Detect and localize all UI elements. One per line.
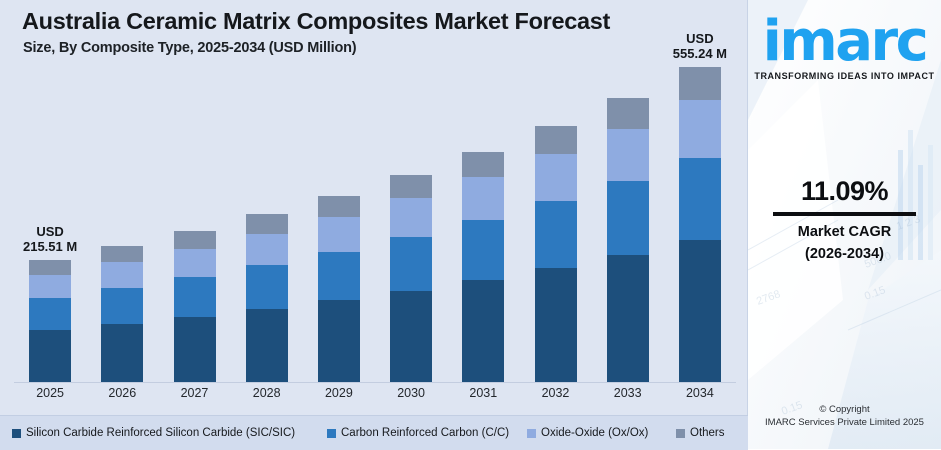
value-label-line-1: USD xyxy=(36,223,64,239)
bar-segment xyxy=(462,151,505,178)
bar-2025[interactable] xyxy=(29,259,72,382)
bar-segment xyxy=(173,277,216,317)
bar-2032[interactable] xyxy=(534,126,577,382)
legend-swatch-icon xyxy=(676,428,685,438)
cagr-divider xyxy=(773,212,916,216)
bar-segment xyxy=(534,126,577,155)
legend-label: Oxide-Oxide (Ox/Ox) xyxy=(541,427,649,439)
bar-segment xyxy=(678,239,721,382)
bar-segment xyxy=(173,248,216,278)
bar-value-label-2025: USD 215.51 M xyxy=(23,224,77,254)
svg-text:2768: 2768 xyxy=(755,288,782,308)
legend-item-2[interactable]: Oxide-Oxide (Ox/Ox) xyxy=(527,427,648,439)
chart-panel: Australia Ceramic Matrix Composites Mark… xyxy=(0,0,748,450)
bar-segment xyxy=(101,288,144,324)
bar-2029[interactable] xyxy=(317,195,360,382)
legend-swatch-icon xyxy=(327,428,336,438)
x-tick-2027: 2027 xyxy=(180,386,209,400)
bar-segment xyxy=(462,279,505,382)
copyright-notice: © Copyright IMARC Services Private Limit… xyxy=(748,403,941,429)
x-tick-2026: 2026 xyxy=(108,386,137,400)
bar-segment xyxy=(101,323,144,382)
bar-segment xyxy=(606,254,649,382)
value-label-line-1: USD xyxy=(686,30,714,46)
bar-segment xyxy=(245,233,288,266)
legend-label: Silicon Carbide Reinforced Silicon Carbi… xyxy=(26,427,296,439)
cagr-value: 11.09% xyxy=(800,176,889,206)
cagr-period: (2026-2034) xyxy=(805,246,884,262)
bar-segment xyxy=(101,262,144,289)
copyright-line-2: IMARC Services Private Limited 2025 xyxy=(765,417,924,428)
plot-area: USD 215.51 M USD 555.24 M xyxy=(14,31,736,383)
bar-segment xyxy=(29,259,72,275)
legend-item-1[interactable]: Carbon Reinforced Carbon (C/C) xyxy=(327,427,509,439)
value-label-line-2: 555.24 M xyxy=(672,45,727,61)
x-tick-2025: 2025 xyxy=(36,386,64,400)
bar-segment xyxy=(390,290,433,382)
bar-segment xyxy=(534,267,577,382)
bar-segment xyxy=(317,251,360,301)
bar-segment xyxy=(245,265,288,309)
chart-subtitle: Size, By Composite Type, 2025-2034 (USD … xyxy=(23,40,357,56)
bar-value-label-2034: USD 555.24 M xyxy=(673,31,727,61)
x-tick-2029: 2029 xyxy=(324,386,353,400)
bar-segment xyxy=(390,174,433,199)
bar-segment xyxy=(678,157,721,240)
bar-segment xyxy=(462,177,505,221)
bar-2026[interactable] xyxy=(101,246,144,382)
bar-segment xyxy=(101,246,144,263)
bar-segment xyxy=(390,198,433,237)
x-axis: 2025 2026 2027 2028 2029 2030 2031 2032 2033 2034 xyxy=(14,386,736,406)
legend-label: Carbon Reinforced Carbon (C/C) xyxy=(341,427,510,439)
chart-legend: Silicon Carbide Reinforced Silicon Carbi… xyxy=(0,415,748,450)
cagr-label: Market CAGR xyxy=(797,224,892,240)
legend-swatch-icon xyxy=(12,428,21,438)
bar-segment xyxy=(173,316,216,382)
bar-segment xyxy=(245,308,288,382)
logo-tagline: TRANSFORMING IDEAS INTO IMPACT xyxy=(754,71,935,81)
logo-wordmark: imarc xyxy=(762,9,929,74)
bar-segment xyxy=(606,128,649,181)
bar-segment xyxy=(678,66,721,101)
bar-segment xyxy=(606,180,649,255)
legend-swatch-icon xyxy=(527,428,536,438)
bar-segment xyxy=(678,100,721,158)
bar-segment xyxy=(29,330,72,382)
bar-segment xyxy=(534,154,577,202)
x-tick-2033: 2033 xyxy=(613,386,642,400)
page-title: Australia Ceramic Matrix Composites Mark… xyxy=(22,8,611,34)
bar-2027[interactable] xyxy=(173,230,216,382)
bar-segment xyxy=(317,195,360,217)
bar-segment xyxy=(606,98,649,129)
axis-baseline xyxy=(14,382,736,383)
bar-segment xyxy=(462,220,505,280)
value-label-line-2: 215.51 M xyxy=(22,238,78,254)
legend-item-3[interactable]: Others xyxy=(676,427,725,439)
bar-2028[interactable] xyxy=(245,214,288,382)
bar-segment xyxy=(317,300,360,382)
bar-segment xyxy=(245,214,288,234)
bar-segment xyxy=(29,274,72,299)
bar-segment xyxy=(29,298,72,331)
bar-segment xyxy=(534,201,577,268)
x-tick-2032: 2032 xyxy=(541,386,570,400)
legend-label: Others xyxy=(690,427,725,439)
legend-item-0[interactable]: Silicon Carbide Reinforced Silicon Carbi… xyxy=(12,427,295,439)
side-panel: 500.0 0.15 2768 0.15 1 2 3 imarc TRANSFO… xyxy=(748,0,941,449)
bar-segment xyxy=(173,230,216,249)
x-tick-2031: 2031 xyxy=(469,386,498,400)
bar-segment xyxy=(390,236,433,291)
bar-2031[interactable] xyxy=(462,151,505,382)
svg-text:0.15: 0.15 xyxy=(863,284,887,303)
imarc-logo: imarc TRANSFORMING IDEAS INTO IMPACT xyxy=(748,9,941,82)
bar-2030[interactable] xyxy=(390,174,433,382)
x-tick-2030: 2030 xyxy=(397,386,425,400)
x-tick-2034: 2034 xyxy=(685,386,714,400)
bar-segment xyxy=(317,216,360,252)
copyright-line-1: © Copyright xyxy=(819,404,870,415)
bar-2034[interactable] xyxy=(678,66,721,382)
x-tick-2028: 2028 xyxy=(252,386,281,400)
bar-2033[interactable] xyxy=(606,98,649,382)
